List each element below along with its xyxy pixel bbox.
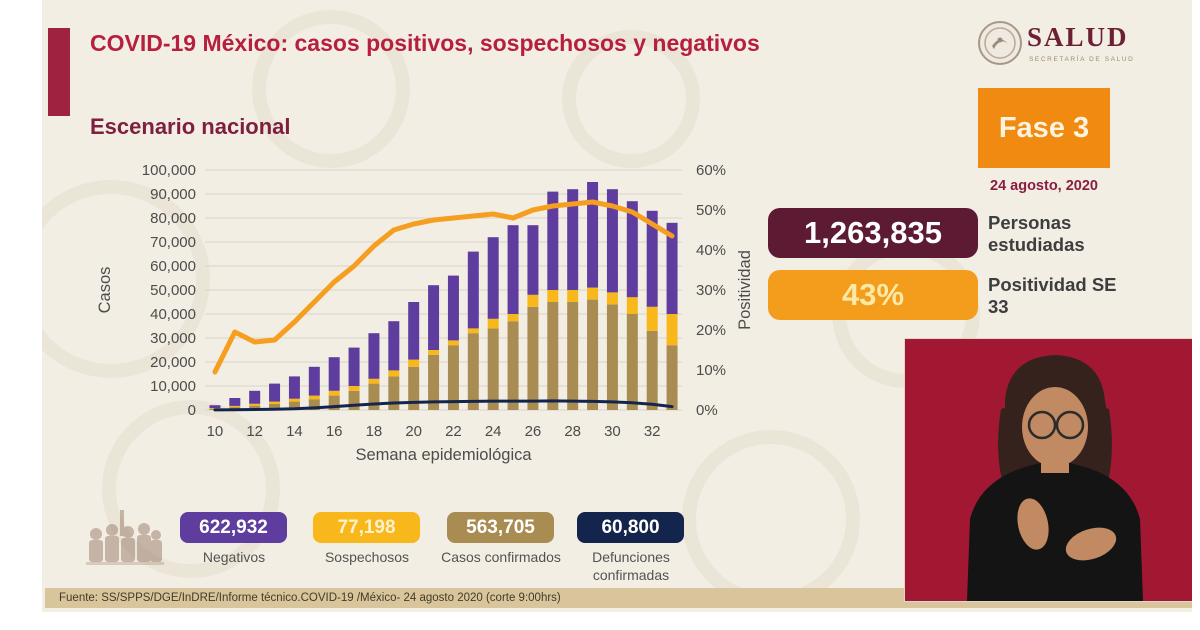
title-accent-bar	[48, 28, 70, 116]
legend-pill-negativos: 622,932	[180, 512, 287, 543]
salud-logo-subtext: SECRETARÍA DE SALUD	[1029, 56, 1135, 63]
svg-text:28: 28	[564, 423, 581, 440]
svg-text:0%: 0%	[696, 402, 718, 419]
svg-text:10,000: 10,000	[150, 378, 196, 395]
legend-pill-confirmados: 563,705	[447, 512, 554, 543]
svg-text:24: 24	[485, 423, 502, 440]
svg-text:12: 12	[246, 423, 263, 440]
stat-pill-positividad: 43%	[768, 270, 978, 320]
heroes-watermark-icon	[86, 510, 164, 565]
salud-logo-text: SALUD	[1027, 22, 1129, 52]
legend-value: 77,198	[337, 516, 396, 538]
svg-text:90,000: 90,000	[150, 186, 196, 203]
svg-text:18: 18	[366, 423, 383, 440]
phase-badge: Fase 3	[978, 88, 1110, 168]
page-title: COVID-19 México: casos positivos, sospec…	[90, 30, 760, 56]
svg-text:30: 30	[604, 423, 621, 440]
svg-text:22: 22	[445, 423, 462, 440]
legend-label-defunciones: Defunciones confirmadas	[592, 549, 670, 583]
chart-canvas: 0 10,000 20,000 30,000 40,000 50,000 60,000 70,…	[96, 162, 754, 464]
legend-label-negativos: Negativos	[202, 549, 266, 565]
svg-text:80,000: 80,000	[150, 210, 196, 227]
svg-text:10%: 10%	[696, 362, 726, 379]
svg-text:50,000: 50,000	[150, 282, 196, 299]
svg-text:100,000: 100,000	[142, 162, 196, 179]
svg-text:Positividad: Positividad	[736, 250, 754, 330]
svg-text:30,000: 30,000	[150, 330, 196, 347]
svg-text:60%: 60%	[696, 162, 726, 179]
svg-text:0: 0	[188, 402, 196, 419]
phase-label: Fase 3	[998, 111, 1090, 144]
sign-interpreter-video	[904, 338, 1192, 602]
stat-value: 1,263,835	[804, 215, 942, 250]
legend-pill-defunciones: 60,800	[577, 512, 684, 543]
svg-text:10: 10	[207, 423, 224, 440]
svg-text:60,000: 60,000	[150, 258, 196, 275]
svg-text:20,000: 20,000	[150, 354, 196, 371]
legend-value: 622,932	[199, 516, 268, 538]
legend-value: 60,800	[601, 516, 660, 538]
svg-text:70,000: 70,000	[150, 234, 196, 251]
stat-label-personas: Personas estudiadas	[988, 212, 1085, 256]
sign-interpreter-figure	[905, 339, 1192, 601]
svg-text:32: 32	[644, 423, 661, 440]
svg-text:50%: 50%	[696, 202, 726, 219]
svg-text:Casos: Casos	[96, 267, 114, 314]
stat-value: 43%	[841, 277, 905, 312]
stat-pill-personas: 1,263,835	[768, 208, 978, 258]
legend-label-confirmados: Casos confirmados	[441, 549, 561, 565]
svg-text:30%: 30%	[696, 282, 726, 299]
svg-text:20%: 20%	[696, 322, 726, 339]
svg-text:26: 26	[525, 423, 542, 440]
svg-text:40%: 40%	[696, 242, 726, 259]
epidemic-chart: 0 10,000 20,000 30,000 40,000 50,000 60,000 70,…	[90, 158, 780, 468]
legend-pill-sospechosos: 77,198	[313, 512, 420, 543]
svg-text:16: 16	[326, 423, 343, 440]
section-title: Escenario nacional	[90, 114, 291, 139]
legend-value: 563,705	[466, 516, 535, 538]
slide-background: COVID-19 México: casos positivos, sospec…	[42, 0, 1192, 612]
svg-text:20: 20	[405, 423, 422, 440]
svg-text:14: 14	[286, 423, 303, 440]
salud-seal-icon	[978, 21, 1022, 65]
svg-text:Semana epidemiológica: Semana epidemiológica	[355, 446, 532, 464]
report-date: 24 agosto, 2020	[990, 178, 1098, 194]
svg-text:40,000: 40,000	[150, 306, 196, 323]
legend-label-sospechosos: Sospechosos	[324, 549, 410, 565]
salud-logo: SALUD SECRETARÍA DE SALUD	[977, 20, 1177, 70]
stat-label-positividad: Positividad SE 33	[988, 274, 1117, 318]
